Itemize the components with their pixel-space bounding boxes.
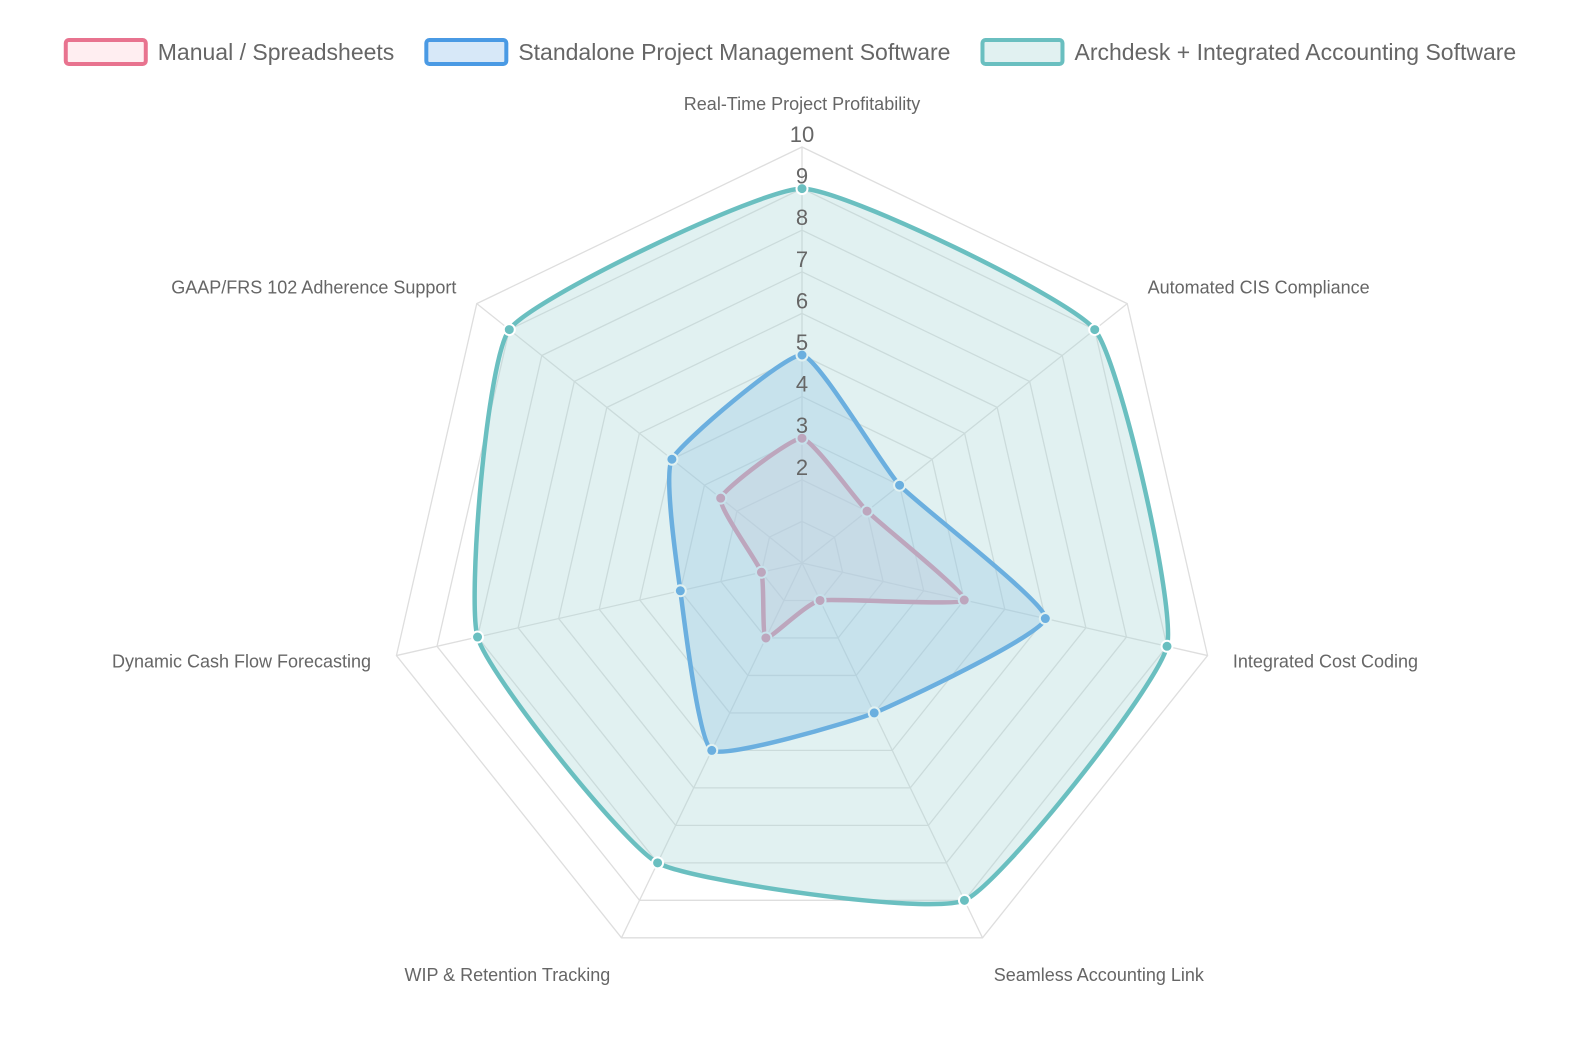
spoke-6 bbox=[396, 562, 803, 657]
axis-label-seamless-accounting-link: Seamless Accounting Link bbox=[994, 965, 1205, 985]
series-line-3 bbox=[472, 186, 1171, 907]
series-manual-spreadsheets bbox=[714, 431, 971, 645]
tick-label-6: 6 bbox=[796, 288, 808, 313]
tick-label-5: 5 bbox=[796, 330, 808, 355]
data-point-1-5[interactable] bbox=[759, 631, 773, 645]
data-point-1-4[interactable] bbox=[813, 593, 827, 607]
data-point-3-3[interactable] bbox=[1160, 639, 1174, 653]
series-standalone-project-management-software bbox=[665, 348, 1052, 757]
legend-swatch-1 bbox=[63, 38, 148, 66]
tick-label-9: 9 bbox=[796, 164, 808, 189]
spoke-3 bbox=[801, 562, 1208, 657]
grid-ring-2 bbox=[720, 479, 884, 639]
grid-ring-10 bbox=[395, 146, 1209, 939]
data-point-2-5[interactable] bbox=[705, 743, 719, 757]
data-point-1-6[interactable] bbox=[754, 565, 768, 579]
axis-label-dynamic-cash-flow-forecasting: Dynamic Cash Flow Forecasting bbox=[112, 651, 371, 671]
data-point-3-1[interactable] bbox=[795, 182, 809, 196]
grid-ring-4 bbox=[639, 395, 965, 714]
legend-label-1: Manual / Spreadsheets bbox=[158, 39, 395, 65]
data-point-3-7[interactable] bbox=[502, 323, 516, 337]
data-point-1-3[interactable] bbox=[957, 593, 971, 607]
data-point-2-2[interactable] bbox=[893, 478, 907, 492]
axis-label-automated-cis-compliance: Automated CIS Compliance bbox=[1148, 277, 1370, 297]
data-point-3-2[interactable] bbox=[1088, 323, 1102, 337]
tick-label-10: 10 bbox=[790, 122, 814, 147]
spoke-7 bbox=[476, 303, 803, 564]
data-point-1-7[interactable] bbox=[714, 491, 728, 505]
legend-label-2: Standalone Project Management Software bbox=[518, 39, 950, 65]
data-point-2-3[interactable] bbox=[1038, 612, 1052, 626]
grid-ring-7 bbox=[517, 271, 1087, 827]
series-layer bbox=[471, 182, 1174, 907]
tick-labels: 2 3 4 5 6 7 8 9 10 bbox=[790, 122, 814, 480]
grid-ring-8 bbox=[476, 229, 1128, 864]
legend: Manual / Spreadsheets Standalone Project … bbox=[63, 38, 1516, 66]
data-point-2-4[interactable] bbox=[867, 706, 881, 720]
spoke-4 bbox=[801, 562, 984, 939]
tick-label-2: 2 bbox=[796, 455, 808, 480]
tick-label-8: 8 bbox=[796, 205, 808, 230]
axis-label-gaap-frs-102-adherence-support: GAAP/FRS 102 Adherence Support bbox=[171, 277, 456, 297]
legend-label-3: Archdesk + Integrated Accounting Softwar… bbox=[1074, 39, 1516, 65]
grid-ring-6 bbox=[557, 312, 1047, 789]
spoke-2 bbox=[801, 303, 1128, 564]
series-archdesk-integrated-accounting-software bbox=[471, 182, 1174, 907]
data-point-2-6[interactable] bbox=[673, 584, 687, 598]
tick-label-4: 4 bbox=[796, 372, 808, 397]
data-point-1-2[interactable] bbox=[860, 504, 874, 518]
axis-label-integrated-cost-coding: Integrated Cost Coding bbox=[1233, 651, 1418, 671]
tick-label-3: 3 bbox=[796, 413, 808, 438]
data-point-3-5[interactable] bbox=[651, 856, 665, 870]
legend-item-3[interactable]: Archdesk + Integrated Accounting Softwar… bbox=[980, 38, 1516, 66]
data-point-2-7[interactable] bbox=[665, 452, 679, 466]
legend-swatch-3 bbox=[980, 38, 1065, 66]
tick-label-7: 7 bbox=[796, 247, 808, 272]
axis-labels: Real-Time Project Profitability Automated… bbox=[112, 94, 1418, 985]
axis-label-real-time-project-profitability: Real-Time Project Profitability bbox=[684, 94, 920, 114]
data-point-2-1[interactable] bbox=[795, 348, 809, 362]
data-point-3-4[interactable] bbox=[957, 893, 971, 907]
grid-ring-9 bbox=[436, 187, 1168, 901]
axis-label-wip-retention-tracking: WIP & Retention Tracking bbox=[404, 965, 610, 985]
grid-ring-3 bbox=[679, 437, 925, 677]
data-point-3-6[interactable] bbox=[471, 630, 485, 644]
legend-item-2[interactable]: Standalone Project Management Software bbox=[424, 38, 950, 66]
legend-item-1[interactable]: Manual / Spreadsheets bbox=[63, 38, 395, 66]
legend-swatch-2 bbox=[424, 38, 509, 66]
grid-ring-1 bbox=[760, 520, 844, 602]
series-line-2 bbox=[666, 352, 1048, 754]
radar-grid bbox=[395, 146, 1209, 939]
data-point-1-1[interactable] bbox=[795, 431, 809, 445]
grid-ring-5 bbox=[598, 354, 1006, 752]
